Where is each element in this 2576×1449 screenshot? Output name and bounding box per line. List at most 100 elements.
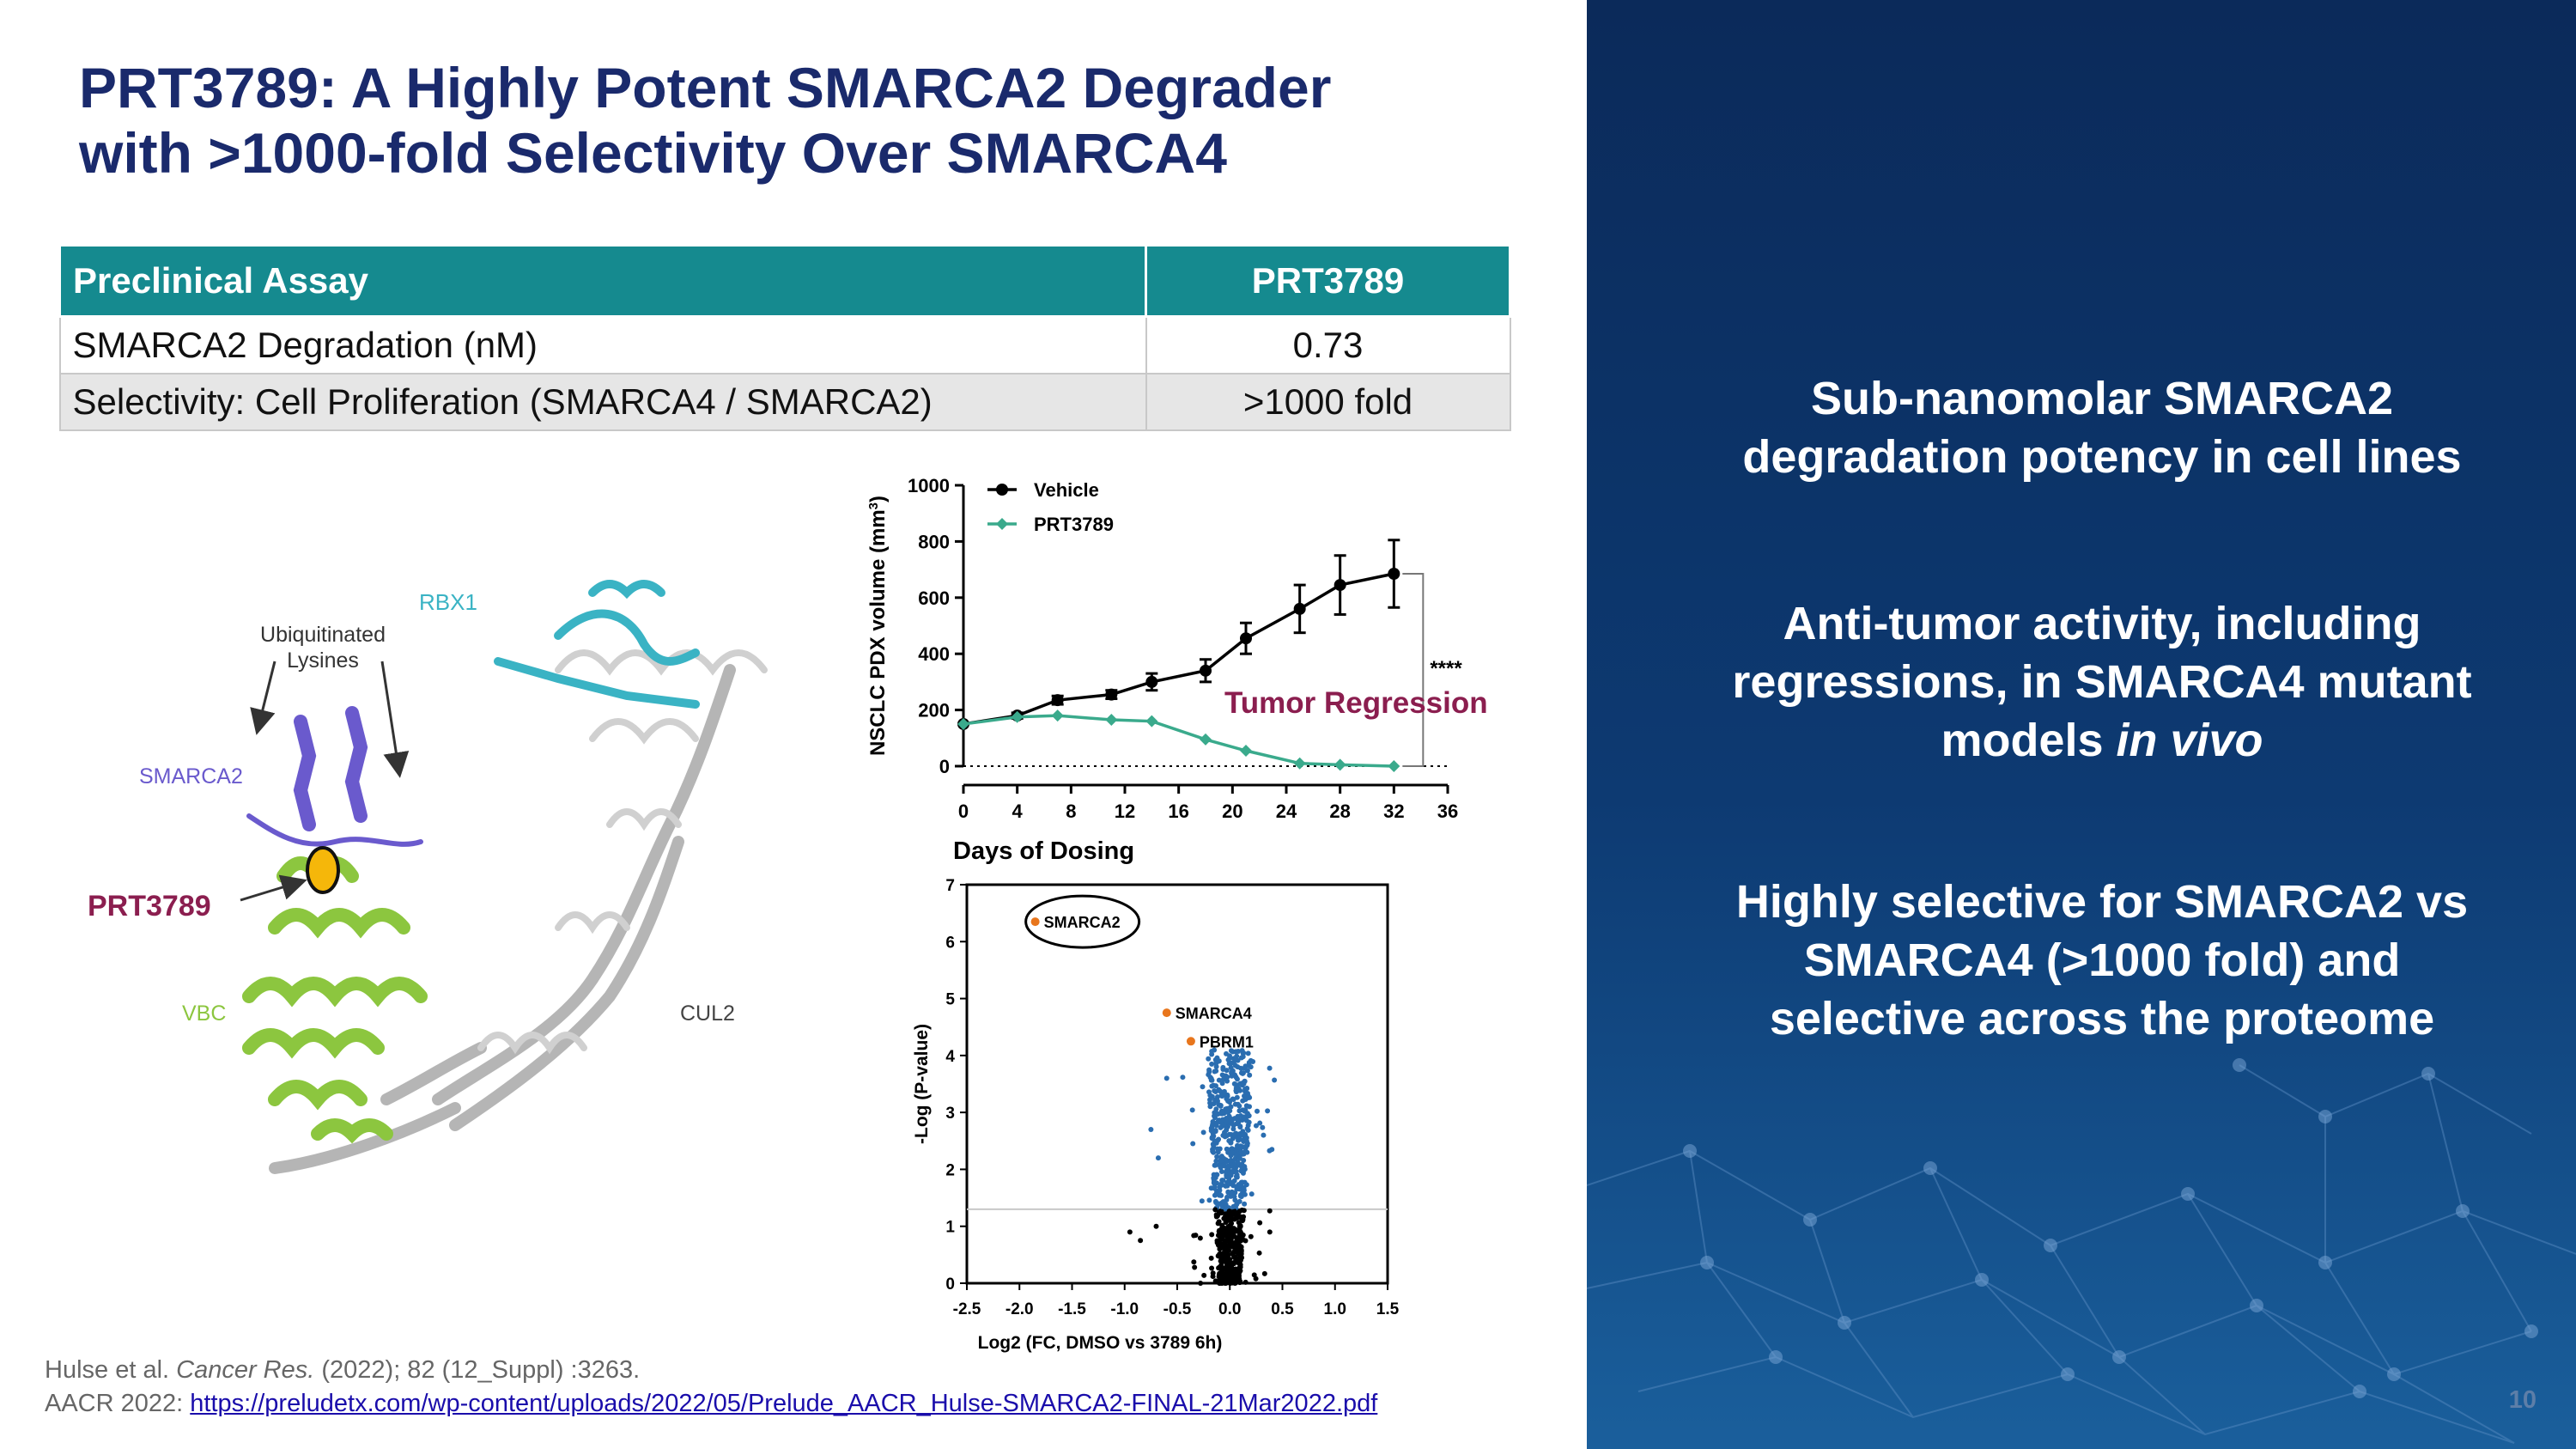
protein-dot	[1239, 1218, 1245, 1224]
protein-dot	[1220, 1178, 1226, 1184]
protein-dot	[1243, 1138, 1249, 1144]
highlight-label-SMARCA4: SMARCA4	[1176, 1005, 1252, 1022]
protein-dot	[1239, 1164, 1245, 1170]
protein-dot	[1233, 1267, 1239, 1273]
protein-dot	[1242, 1238, 1249, 1244]
protein-dot	[1235, 1113, 1241, 1119]
protein-dot	[1267, 1065, 1273, 1071]
table-row: Selectivity: Cell Proliferation (SMARCA4…	[58, 373, 1511, 431]
protein-dot	[1214, 1146, 1220, 1152]
data-point	[1388, 760, 1400, 772]
smarca2-structure	[246, 706, 423, 847]
protein-dot	[1226, 1138, 1232, 1144]
protein-dot	[1235, 1118, 1241, 1124]
protein-dot	[1231, 1210, 1237, 1216]
x-tick-label: 20	[1222, 801, 1242, 822]
protein-dot	[1218, 1108, 1224, 1114]
legend-label: PRT3789	[1034, 514, 1114, 535]
protein-dot	[1232, 1197, 1238, 1203]
protein-dot	[1212, 1129, 1218, 1135]
y-tick-label: 800	[918, 531, 950, 552]
protein-dot	[1209, 1049, 1215, 1055]
highlight-label-SMARCA2: SMARCA2	[1044, 914, 1121, 931]
protein-dot	[1155, 1155, 1161, 1161]
protein-dot	[1256, 1250, 1262, 1256]
y-tick-label: 600	[918, 588, 950, 609]
protein-dot	[1236, 1209, 1242, 1215]
protein-dot	[1216, 1219, 1222, 1225]
y-tick-label: 400	[918, 643, 950, 665]
protein-dot	[1211, 1175, 1217, 1181]
data-point	[1388, 568, 1400, 581]
protein-dot	[1216, 1210, 1222, 1216]
highlight-point-SMARCA4	[1162, 1008, 1171, 1018]
label-vbc: VBC	[182, 1002, 226, 1026]
bullet-anti-tumor: Anti-tumor activity, including regressio…	[1732, 598, 2472, 766]
protein-dot	[1218, 1251, 1224, 1257]
table-cell: Selectivity: Cell Proliferation (SMARCA4…	[58, 373, 1147, 431]
protein-dot	[1219, 1123, 1225, 1129]
data-point	[1293, 602, 1306, 615]
x-tick-label: -1.0	[1110, 1300, 1139, 1318]
protein-dot	[1218, 1103, 1224, 1109]
citation-link[interactable]: https://preludetx.com/wp-content/uploads…	[190, 1390, 1378, 1417]
protein-dot	[1213, 1068, 1219, 1074]
protein-dot	[1216, 1136, 1222, 1142]
x-tick-label: 8	[1066, 801, 1076, 822]
protein-dot	[1163, 1075, 1170, 1081]
protein-dot	[1230, 1271, 1236, 1277]
title-line-2: with >1000-fold Selectivity Over SMARCA4	[79, 121, 1227, 185]
data-point	[1293, 757, 1306, 770]
protein-dot	[1212, 1184, 1218, 1190]
protein-dot	[1253, 1275, 1259, 1282]
x-tick-label: 4	[1012, 801, 1024, 822]
x-axis-label: Days of Dosing	[953, 837, 1134, 865]
series-line-Vehicle	[963, 572, 1394, 726]
protein-dot	[1236, 1250, 1242, 1256]
protein-dot	[1267, 1208, 1273, 1214]
protein-dot	[1260, 1124, 1266, 1130]
x-tick-label: 1.5	[1376, 1300, 1400, 1318]
protein-dot	[1231, 1216, 1237, 1222]
protein-dot	[1230, 1069, 1236, 1075]
table-header-row: Preclinical Assay PRT3789	[58, 244, 1511, 318]
protein-dot	[1228, 1224, 1234, 1230]
protein-dot	[1148, 1127, 1154, 1133]
protein-dot	[1242, 1201, 1248, 1207]
assay-table: Preclinical Assay PRT3789 SMARCA2 Degrad…	[58, 244, 1511, 431]
x-tick-label: -2.5	[953, 1300, 981, 1318]
protein-dot	[1214, 1094, 1220, 1100]
protein-dot	[1226, 1209, 1232, 1215]
highlight-point-SMARCA2	[1030, 917, 1040, 927]
protein-dot	[1190, 1141, 1196, 1147]
bullet-potency: Sub-nanomolar SMARCA2 degradation potenc…	[1742, 373, 2462, 483]
protein-dot	[1233, 1049, 1239, 1055]
table-cell: 0.73	[1145, 315, 1511, 374]
protein-dot	[1218, 1269, 1224, 1275]
title-line-1: PRT3789: A Highly Potent SMARCA2 Degrade…	[79, 56, 1332, 119]
protein-dot	[1224, 1110, 1230, 1116]
y-tick-label: 0	[939, 756, 950, 777]
x-tick-label: 12	[1115, 801, 1135, 822]
protein-dot	[1220, 1076, 1226, 1082]
x-axis-label: Log2 (FC, DMSO vs 3789 6h)	[978, 1333, 1223, 1353]
protein-dot	[1227, 1261, 1233, 1267]
protein-dot	[1206, 1197, 1212, 1203]
protein-dot	[1220, 1245, 1226, 1251]
protein-dot	[1215, 1111, 1221, 1117]
protein-dot	[1226, 1233, 1232, 1239]
protein-dot	[1197, 1235, 1203, 1241]
protein-dot	[1238, 1238, 1244, 1244]
protein-dot	[1200, 1084, 1206, 1090]
data-point	[1105, 714, 1118, 727]
protein-dot	[1153, 1223, 1159, 1229]
protein-dot	[1241, 1081, 1247, 1087]
protein-dot	[1216, 1227, 1222, 1233]
y-tick-label: 1	[945, 1219, 955, 1237]
volcano-scatter-plot: 0 1 2 3 4 5 6 7 -2.5 -2.0 -1.5 -1.0 -0.5 0.0 0.5 1.0 1.5…	[912, 877, 1400, 1353]
protein-dot	[1224, 1216, 1230, 1222]
protein-dot	[1223, 1157, 1229, 1163]
protein-dot	[1216, 1058, 1222, 1064]
x-tick-label: 1.0	[1324, 1300, 1346, 1318]
data-point	[1145, 715, 1158, 728]
